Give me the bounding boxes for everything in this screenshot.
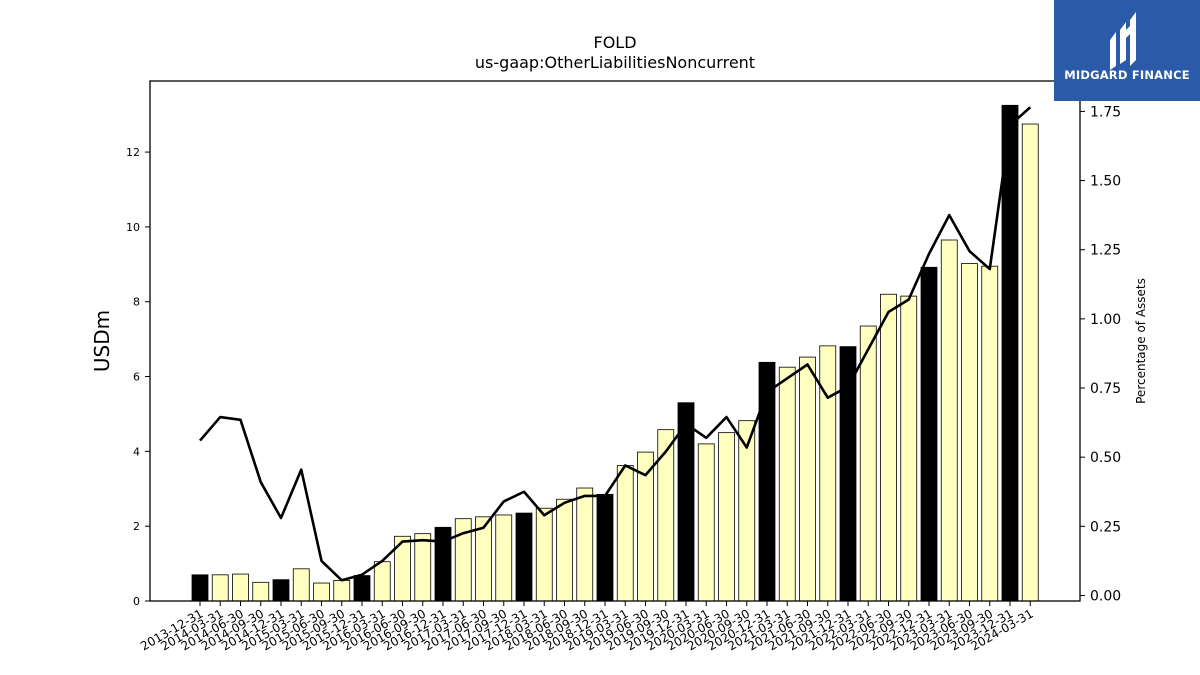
series-line — [199, 106, 1032, 582]
y-tick-label: 2 — [133, 520, 140, 533]
bar — [697, 443, 715, 602]
bar — [940, 239, 958, 602]
bar — [292, 568, 310, 602]
y-tick-label: 6 — [133, 371, 140, 384]
bar — [576, 487, 594, 602]
y2-axis-label: Percentage of Assets — [1134, 278, 1148, 404]
bar — [718, 432, 735, 602]
bar — [819, 345, 837, 602]
y-axis: 0 2 4 6 8 10 12 — [126, 146, 150, 608]
bar — [252, 581, 270, 602]
bar — [778, 366, 796, 602]
bar — [859, 325, 877, 602]
logo-mark-icon — [1054, 0, 1200, 101]
bar — [211, 574, 229, 602]
bar — [616, 465, 634, 602]
chart-title: FOLD — [593, 33, 636, 52]
y2-tick-label: 1.75 — [1090, 104, 1121, 120]
y-tick-label: 0 — [133, 595, 140, 608]
brand-logo: MIDGARD FINANCE — [1054, 0, 1200, 101]
bar — [981, 265, 999, 602]
bar — [414, 533, 432, 602]
y2-tick-label: 0.25 — [1090, 519, 1121, 535]
plot-frame — [149, 80, 1081, 602]
y-tick-label: 10 — [126, 221, 140, 234]
bar — [333, 580, 351, 602]
bar — [272, 579, 290, 602]
bar — [535, 507, 553, 602]
bar-group — [191, 104, 1039, 602]
y-tick-label: 12 — [126, 146, 140, 159]
line-group — [199, 106, 1032, 582]
y2-tick-label: 0.75 — [1090, 381, 1121, 397]
y2-axis: 0.00 0.25 0.50 0.75 1.00 1.25 1.50 1.75 — [1080, 104, 1121, 604]
bar — [191, 574, 209, 602]
bar — [232, 573, 249, 602]
bar — [657, 429, 675, 602]
bar — [880, 293, 897, 602]
bar — [900, 295, 918, 602]
x-axis: 2013-12-312014-03-312014-06-302014-09-30… — [138, 601, 1036, 653]
logo-text: MIDGARD FINANCE — [1064, 68, 1190, 82]
bar — [1001, 104, 1019, 602]
bar — [1021, 123, 1039, 602]
bar — [596, 493, 614, 602]
bar — [495, 514, 513, 602]
y2-tick-label: 0.50 — [1090, 450, 1121, 466]
bar — [920, 266, 938, 602]
bar — [556, 498, 573, 602]
y-axis-label: USDm — [90, 310, 114, 372]
y2-tick-label: 0.00 — [1090, 588, 1121, 604]
bar — [313, 582, 330, 602]
chart-subtitle: us-gaap:OtherLiabilitiesNoncurrent — [475, 53, 755, 72]
bar — [373, 561, 391, 602]
bar — [961, 263, 978, 602]
y-tick-label: 8 — [133, 296, 140, 309]
bar — [515, 512, 533, 602]
bar — [758, 361, 776, 602]
y-tick-label: 4 — [133, 445, 140, 458]
bar — [799, 356, 816, 602]
y2-tick-label: 1.00 — [1090, 312, 1121, 328]
y2-tick-label: 1.50 — [1090, 174, 1121, 190]
bar — [353, 575, 371, 602]
y2-tick-label: 1.25 — [1090, 243, 1121, 259]
